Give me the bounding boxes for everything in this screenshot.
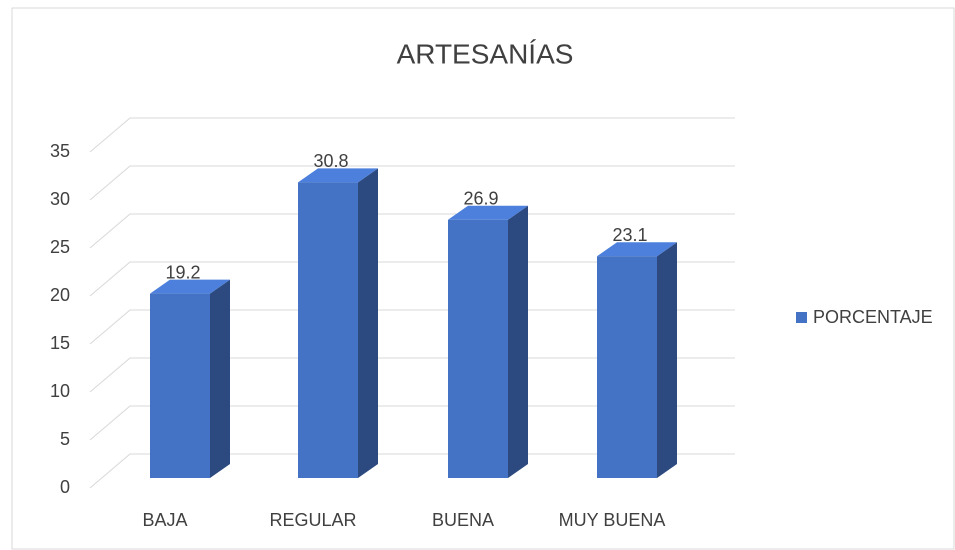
y-tick-label: 0 — [60, 477, 70, 497]
data-label: 19.2 — [165, 262, 200, 282]
grid-line — [89, 117, 735, 153]
bar-top — [448, 205, 528, 220]
bar-side — [508, 205, 528, 478]
y-tick-label: 30 — [50, 189, 70, 209]
bar-top — [150, 279, 230, 294]
bar-side — [358, 168, 378, 478]
bar-top — [597, 242, 677, 257]
y-tick-label: 35 — [50, 141, 70, 161]
bar-front — [298, 182, 358, 478]
bar — [298, 168, 378, 478]
chart-title: ARTESANÍAS — [397, 38, 574, 69]
grid-line — [89, 405, 735, 441]
grid-line — [89, 453, 735, 489]
bar-side — [210, 279, 230, 478]
y-tick-label: 10 — [50, 381, 70, 401]
y-tick-label: 15 — [50, 333, 70, 353]
grid-line — [89, 165, 735, 201]
grid-line — [89, 357, 735, 393]
bar-front — [448, 219, 508, 478]
x-tick-label: BAJA — [142, 510, 187, 530]
legend-swatch — [796, 312, 807, 323]
bar-top — [298, 168, 378, 183]
y-tick-label: 25 — [50, 237, 70, 257]
data-label: 26.9 — [463, 189, 498, 209]
data-label: 30.8 — [313, 151, 348, 171]
y-tick-label: 20 — [50, 285, 70, 305]
legend-label: PORCENTAJE — [813, 307, 933, 327]
grid-line — [89, 309, 735, 345]
data-label: 23.1 — [612, 225, 647, 245]
bar-front — [597, 256, 657, 478]
x-tick-label: MUY BUENA — [559, 510, 666, 530]
bar — [448, 205, 528, 478]
grid-line — [89, 213, 735, 249]
x-tick-label: REGULAR — [269, 510, 356, 530]
bar — [150, 279, 230, 478]
x-tick-label: BUENA — [432, 510, 494, 530]
y-tick-label: 5 — [60, 429, 70, 449]
bar-side — [657, 242, 677, 478]
grid-line — [89, 261, 735, 297]
bar — [597, 242, 677, 478]
bar-front — [150, 293, 210, 478]
